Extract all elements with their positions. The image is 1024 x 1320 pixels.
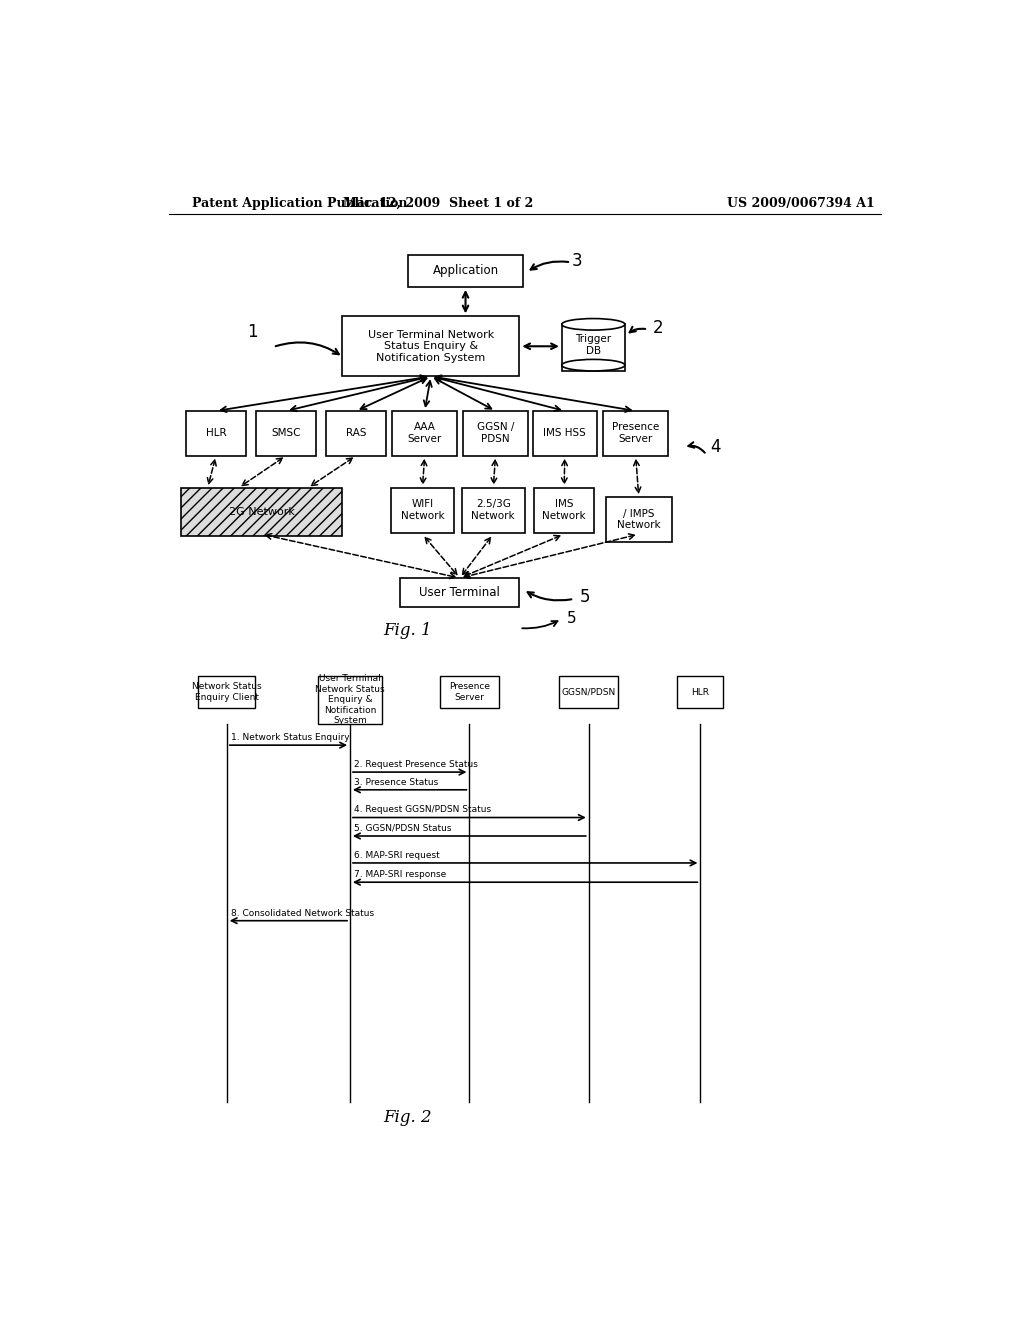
Text: User Terminal
Network Status
Enquiry &
Notification
System: User Terminal Network Status Enquiry & N… (315, 675, 385, 725)
Text: User Terminal: User Terminal (419, 586, 500, 599)
Text: 5: 5 (567, 611, 577, 626)
Bar (342, 317, 519, 376)
Bar (559, 676, 617, 708)
Text: 2G Network: 2G Network (228, 507, 294, 517)
Text: HLR: HLR (691, 688, 710, 697)
Text: 2: 2 (652, 319, 664, 337)
Text: SMSC: SMSC (271, 428, 301, 438)
Text: Mar. 12, 2009  Sheet 1 of 2: Mar. 12, 2009 Sheet 1 of 2 (343, 197, 534, 210)
Bar (392, 411, 457, 455)
Bar (326, 411, 386, 455)
Bar (186, 411, 246, 455)
Text: Fig. 2: Fig. 2 (383, 1109, 432, 1126)
Bar (562, 325, 625, 371)
Text: Application: Application (432, 264, 499, 277)
Text: User Terminal Network
Status Enquiry &
Notification System: User Terminal Network Status Enquiry & N… (368, 330, 494, 363)
Text: / IMPS
Network: / IMPS Network (617, 508, 660, 531)
Bar (408, 255, 523, 286)
Bar (532, 411, 597, 455)
Text: 2.5/3G
Network: 2.5/3G Network (471, 499, 515, 521)
Bar (199, 676, 255, 708)
Bar (606, 498, 672, 543)
Bar (677, 676, 724, 708)
Ellipse shape (562, 359, 625, 371)
Text: 1. Network Status Enquiry: 1. Network Status Enquiry (230, 733, 349, 742)
Text: AAA
Server: AAA Server (408, 422, 441, 444)
Text: Trigger
DB: Trigger DB (575, 334, 611, 355)
Bar (603, 411, 668, 455)
Text: GGSN/PDSN: GGSN/PDSN (561, 688, 615, 697)
Text: Presence
Server: Presence Server (612, 422, 659, 444)
Bar (317, 676, 382, 723)
Bar (400, 578, 519, 607)
Bar (440, 676, 499, 708)
Text: 1: 1 (247, 322, 257, 341)
Text: WIFI
Network: WIFI Network (400, 499, 444, 521)
Text: Presence
Server: Presence Server (449, 682, 489, 702)
Bar (180, 488, 342, 536)
Text: 8. Consolidated Network Status: 8. Consolidated Network Status (230, 908, 374, 917)
Text: Fig. 1: Fig. 1 (383, 622, 432, 639)
Bar (535, 488, 594, 533)
Text: 4. Request GGSN/PDSN Status: 4. Request GGSN/PDSN Status (354, 805, 490, 814)
Text: 3: 3 (571, 252, 583, 269)
Text: 4: 4 (711, 438, 721, 457)
Text: US 2009/0067394 A1: US 2009/0067394 A1 (727, 197, 874, 210)
Bar (463, 411, 528, 455)
Text: 2. Request Presence Status: 2. Request Presence Status (354, 760, 478, 770)
Text: Patent Application Publication: Patent Application Publication (193, 197, 408, 210)
Text: IMS
Network: IMS Network (543, 499, 586, 521)
Text: GGSN /
PDSN: GGSN / PDSN (477, 422, 514, 444)
Text: Network Status
Enquiry Client: Network Status Enquiry Client (191, 682, 261, 702)
Bar (391, 488, 454, 533)
Text: 3. Presence Status: 3. Presence Status (354, 777, 438, 787)
Text: HLR: HLR (206, 428, 226, 438)
Text: 7. MAP-SRI response: 7. MAP-SRI response (354, 870, 446, 879)
Text: IMS HSS: IMS HSS (544, 428, 586, 438)
Text: 5. GGSN/PDSN Status: 5. GGSN/PDSN Status (354, 824, 452, 833)
Text: RAS: RAS (346, 428, 367, 438)
Bar (462, 488, 525, 533)
Ellipse shape (562, 318, 625, 330)
Text: 5: 5 (580, 589, 590, 606)
Text: 6. MAP-SRI request: 6. MAP-SRI request (354, 851, 439, 859)
Bar (256, 411, 316, 455)
